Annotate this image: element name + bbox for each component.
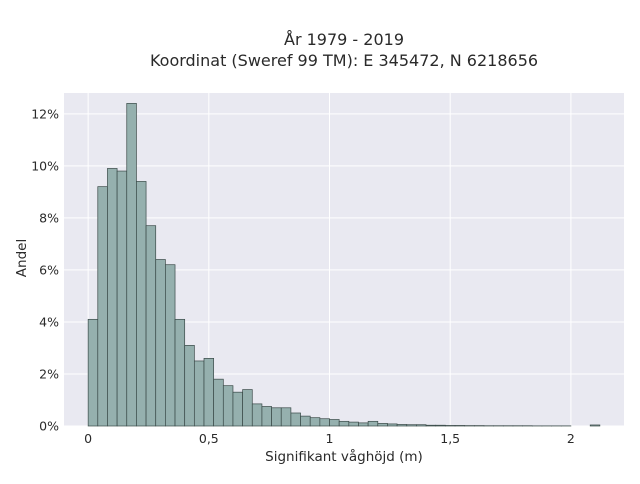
histogram-bar — [291, 413, 301, 426]
x-tick-label: 0 — [84, 431, 92, 446]
histogram-bar — [590, 425, 600, 426]
y-tick-label: 2% — [39, 366, 59, 381]
histogram-bar — [455, 425, 465, 426]
chart-title: År 1979 - 2019 — [284, 30, 404, 49]
y-tick-label: 6% — [39, 262, 59, 277]
histogram-bar — [107, 168, 117, 426]
histogram-bar — [223, 386, 233, 426]
histogram-bar — [252, 404, 262, 426]
histogram-bar — [146, 226, 156, 426]
x-tick-label: 0,5 — [199, 431, 219, 446]
y-tick-label: 0% — [39, 419, 59, 434]
x-tick-label: 1,5 — [440, 431, 460, 446]
histogram-bar — [175, 319, 185, 426]
histogram-bar — [98, 187, 108, 426]
histogram-bar — [378, 423, 388, 426]
histogram-bar — [262, 406, 272, 426]
histogram-bar — [407, 425, 417, 426]
histogram-bar — [387, 424, 397, 426]
histogram-bar — [416, 425, 426, 426]
x-tick-label: 1 — [326, 431, 334, 446]
y-tick-labels: 0% 2% 4% 6% 8% 10% 12% — [31, 106, 59, 433]
y-tick-label: 8% — [39, 210, 59, 225]
histogram-bar — [349, 422, 359, 426]
x-tick-label: 2 — [567, 431, 575, 446]
histogram-bar — [136, 181, 146, 426]
histogram-bar — [397, 424, 407, 426]
histogram-bar — [320, 419, 330, 426]
histogram-bar — [330, 419, 340, 426]
y-tick-label: 4% — [39, 314, 59, 329]
histogram-bar — [281, 408, 291, 426]
histogram-bar — [272, 408, 282, 426]
histogram-bar — [358, 423, 368, 426]
histogram-bar — [127, 103, 137, 426]
histogram-bar — [436, 425, 446, 426]
histogram-bar — [301, 416, 311, 426]
histogram-bar — [339, 421, 349, 426]
x-axis-label: Signifikant våghöjd (m) — [265, 448, 423, 465]
histogram-bar — [88, 319, 98, 426]
histogram-bar — [117, 171, 127, 426]
y-tick-label: 12% — [31, 106, 59, 121]
histogram-bar — [185, 345, 195, 426]
y-axis-label: Andel — [14, 239, 30, 277]
x-tick-labels: 0 0,5 1 1,5 2 — [84, 431, 575, 446]
histogram-bar — [368, 421, 378, 426]
histogram-bar — [214, 379, 224, 426]
histogram-bar — [194, 361, 204, 426]
histogram-bar — [165, 265, 175, 426]
histogram-bar — [156, 260, 166, 427]
y-tick-label: 10% — [31, 158, 59, 173]
histogram-bar — [233, 392, 243, 426]
histogram-bar — [445, 425, 455, 426]
histogram-bar — [204, 358, 214, 426]
histogram-bar — [310, 418, 320, 426]
histogram-bar — [243, 390, 253, 426]
histogram-bar — [426, 425, 436, 426]
chart-subtitle: Koordinat (Sweref 99 TM): E 345472, N 62… — [150, 51, 538, 70]
